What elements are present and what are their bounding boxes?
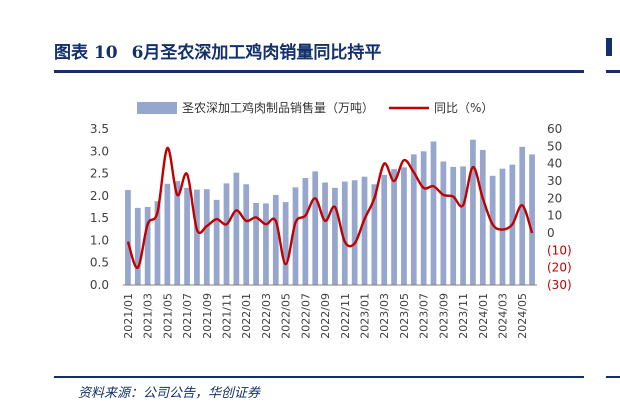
left-tick-label: 0.0 <box>90 278 109 292</box>
left-tick-label: 3.0 <box>90 144 109 158</box>
bar-2021-11 <box>223 183 230 285</box>
bar-2022-03 <box>263 203 269 285</box>
bar-2021-05 <box>164 183 171 285</box>
right-tick-label: 50 <box>547 139 562 153</box>
right-tick-label: 0 <box>547 226 555 240</box>
right-tick-label: (20) <box>547 261 572 275</box>
legend-line-label: 同比（%） <box>434 101 493 115</box>
bar-2022-12 <box>351 180 358 285</box>
bar-2023-02 <box>371 184 378 285</box>
bar-2021-10 <box>213 199 220 285</box>
bar-2021-07 <box>184 187 190 285</box>
x-tick-label: 2023/05 <box>398 293 411 339</box>
left-tick-label: 2.0 <box>90 189 109 203</box>
right-tick-label: (10) <box>547 243 572 257</box>
bar-2021-12 <box>233 172 240 285</box>
x-tick-label: 2023/07 <box>418 293 431 339</box>
bar-2024-05 <box>519 146 526 285</box>
right-tick-label: (30) <box>547 278 572 292</box>
right-tick-label: 20 <box>547 191 562 205</box>
figure-title: 图表 10 6月圣农深加工鸡肉销量同比持平 <box>54 38 381 63</box>
figure-label: 图表 10 <box>54 43 118 63</box>
bar-2023-08 <box>430 141 437 285</box>
bar-2022-09 <box>322 182 328 285</box>
x-tick-label: 2023/11 <box>457 293 470 339</box>
bar-2022-02 <box>253 202 259 285</box>
bar-2024-02 <box>489 175 496 285</box>
x-tick-label: 2024/01 <box>477 293 490 339</box>
bar-2023-05 <box>401 167 407 285</box>
x-tick-label: 2022/05 <box>280 293 293 339</box>
bar-2021-06 <box>174 181 181 285</box>
bar-2023-06 <box>410 154 417 285</box>
x-tick-label: 2024/03 <box>497 293 510 339</box>
footer-rule <box>54 376 584 378</box>
bar-2023-04 <box>391 169 397 285</box>
source-note: 资料来源：公司公告，华创证券 <box>78 386 261 401</box>
bar-2022-07 <box>302 178 309 285</box>
legend-bar-label: 圣农深加工鸡肉制品销售量（万吨） <box>182 100 374 115</box>
right-tick-label: 60 <box>547 122 562 136</box>
x-tick-label: 2023/01 <box>359 293 372 339</box>
x-tick-label: 2022/11 <box>339 293 352 339</box>
x-tick-label: 2022/03 <box>260 293 273 339</box>
next-figure-edge <box>606 38 612 56</box>
next-figure-footer-rule <box>606 376 620 378</box>
x-tick-label: 2021/07 <box>181 293 194 339</box>
bar-2022-11 <box>341 181 348 285</box>
x-tick-label: 2022/07 <box>299 293 312 339</box>
bar-2022-01 <box>243 184 250 285</box>
bar-2022-10 <box>332 187 338 285</box>
bar-2021-04 <box>154 201 161 285</box>
bar-2023-01 <box>361 176 368 285</box>
x-tick-label: 2021/09 <box>201 293 214 339</box>
bar-2022-06 <box>292 187 299 285</box>
bar-2022-05 <box>282 202 289 285</box>
bar-2023-03 <box>381 174 388 285</box>
x-tick-label: 2022/01 <box>240 293 253 339</box>
x-tick-label: 2021/01 <box>122 293 135 339</box>
title-rule <box>54 70 584 73</box>
figure-title-text: 6月圣农深加工鸡肉销量同比持平 <box>131 43 382 63</box>
bar-2021-03 <box>144 207 151 285</box>
bar-2021-08 <box>194 189 200 285</box>
right-tick-label: 30 <box>547 174 562 188</box>
left-tick-label: 2.5 <box>90 167 109 181</box>
bar-2022-04 <box>272 194 279 285</box>
left-tick-label: 1.0 <box>90 233 109 247</box>
left-tick-label: 1.5 <box>90 211 109 225</box>
x-tick-label: 2021/03 <box>142 293 155 339</box>
bar-2021-01 <box>125 190 131 285</box>
x-tick-label: 2024/05 <box>516 293 529 339</box>
bar-2023-09 <box>440 161 447 285</box>
bar-2021-09 <box>203 189 210 285</box>
bar-2022-08 <box>312 171 319 285</box>
bar-2023-12 <box>470 139 476 285</box>
x-tick-label: 2023/03 <box>378 293 391 339</box>
right-tick-label: 40 <box>547 157 562 171</box>
left-tick-label: 3.5 <box>90 122 109 136</box>
x-tick-label: 2022/09 <box>319 293 332 339</box>
x-tick-label: 2021/11 <box>221 293 234 339</box>
x-tick-label: 2023/09 <box>437 293 450 339</box>
bar-2021-02 <box>134 207 141 285</box>
x-tick-label: 2021/05 <box>161 293 174 339</box>
bar-2024-01 <box>479 149 486 285</box>
bar-2023-07 <box>420 151 427 285</box>
bar-2023-11 <box>460 166 466 285</box>
yoy-line <box>126 146 534 269</box>
legend-bar-swatch <box>137 102 177 114</box>
next-figure-rule <box>606 70 620 73</box>
left-tick-label: 0.5 <box>90 256 109 270</box>
right-tick-label: 10 <box>547 209 562 223</box>
bar-2024-03 <box>499 168 506 285</box>
bar-2023-10 <box>450 166 457 285</box>
bar-2024-06 <box>529 154 535 285</box>
